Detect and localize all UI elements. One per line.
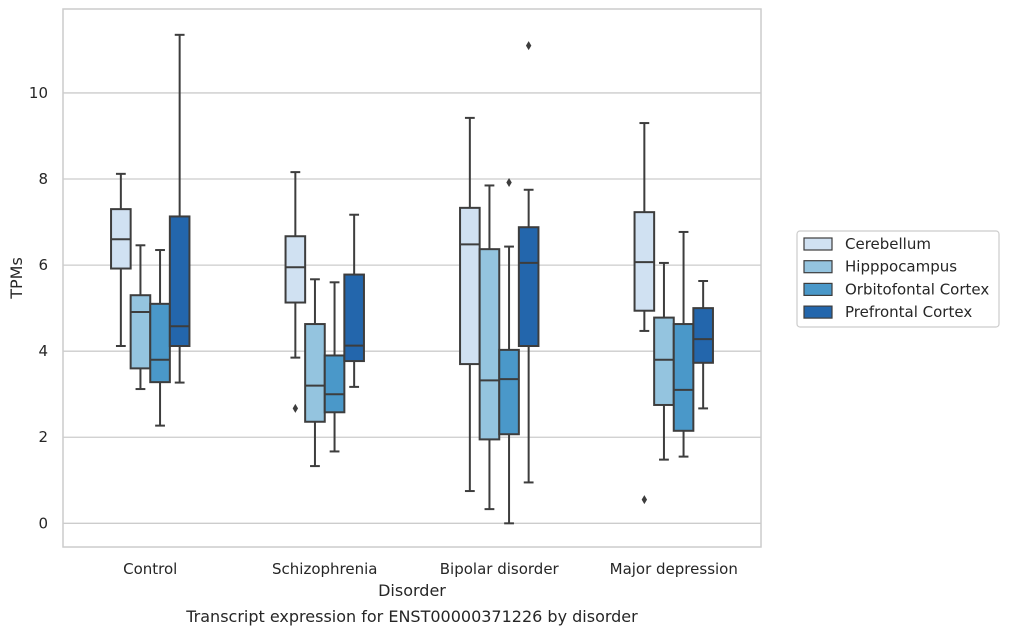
box-cerebellum	[110, 172, 132, 348]
box-hipppocampus	[129, 244, 152, 391]
box-orbitofontal-cortex	[672, 230, 695, 458]
x-tick-label: Bipolar disorder	[440, 560, 560, 578]
legend-swatch	[803, 282, 833, 296]
legend-label: Prefrontal Cortex	[845, 303, 972, 321]
legend-swatch	[803, 237, 833, 251]
box-iqr	[498, 348, 520, 436]
box-iqr	[304, 323, 326, 423]
box-cerebellum	[459, 116, 481, 493]
y-axis-label: TPMs	[7, 257, 26, 300]
box-iqr	[284, 235, 307, 304]
x-tick-label: Control	[123, 560, 177, 578]
legend-swatch	[803, 260, 833, 274]
box-prefrontal-cortex	[692, 280, 714, 410]
y-tick-label: 4	[38, 342, 48, 360]
box-iqr	[653, 316, 675, 406]
box-orbitofontal-cortex	[498, 177, 520, 525]
y-tick-label: 8	[38, 170, 48, 188]
legend: Cerebellum Hipppocampus Orbitofontal Corte…	[796, 230, 1000, 328]
box-iqr	[323, 354, 346, 414]
outlier-point	[525, 41, 532, 51]
x-tick-label: Major depression	[610, 560, 738, 578]
outlier-point	[506, 177, 512, 187]
box-iqr	[459, 206, 481, 366]
outlier-point	[641, 495, 648, 505]
outlier-point	[292, 403, 299, 413]
x-axis-label: Disorder	[378, 581, 446, 600]
box-series-group	[110, 33, 714, 525]
box-iqr	[517, 226, 540, 348]
legend-label: Cerebellum	[845, 235, 931, 253]
y-tick-label: 6	[38, 256, 48, 274]
box-iqr	[129, 294, 152, 370]
y-tick-label: 0	[38, 514, 48, 532]
legend-swatch	[803, 305, 833, 319]
box-cerebellum	[633, 122, 656, 505]
box-iqr	[692, 307, 714, 364]
box-iqr	[672, 323, 695, 432]
box-prefrontal-cortex	[343, 213, 365, 388]
box-cerebellum	[284, 171, 307, 413]
box-iqr	[168, 215, 191, 348]
x-axis-ticks: Control Schizophrenia Bipolar disorder Majo…	[123, 560, 738, 578]
x-tick-label: Schizophrenia	[272, 560, 377, 578]
legend-frame	[796, 230, 1000, 328]
legend-label: Orbitofontal Cortex	[845, 280, 989, 298]
plot-frame	[62, 8, 762, 548]
chart-caption: Transcript expression for ENST0000037122…	[185, 607, 638, 626]
legend-label: Hipppocampus	[845, 258, 957, 276]
box-prefrontal-cortex	[168, 33, 191, 384]
box-hipppocampus	[653, 261, 675, 461]
box-orbitofontal-cortex	[149, 249, 171, 427]
box-iqr	[478, 248, 501, 441]
box-prefrontal-cortex	[517, 41, 540, 484]
box-orbitofontal-cortex	[323, 281, 346, 453]
y-axis-ticks: 0 2 4 6 8 10	[29, 84, 48, 532]
box-hipppocampus	[478, 184, 501, 511]
y-tick-label: 2	[38, 428, 48, 446]
box-iqr	[343, 273, 365, 363]
box-iqr	[149, 302, 171, 384]
y-tick-label: 10	[29, 84, 48, 102]
box-hipppocampus	[304, 278, 326, 468]
